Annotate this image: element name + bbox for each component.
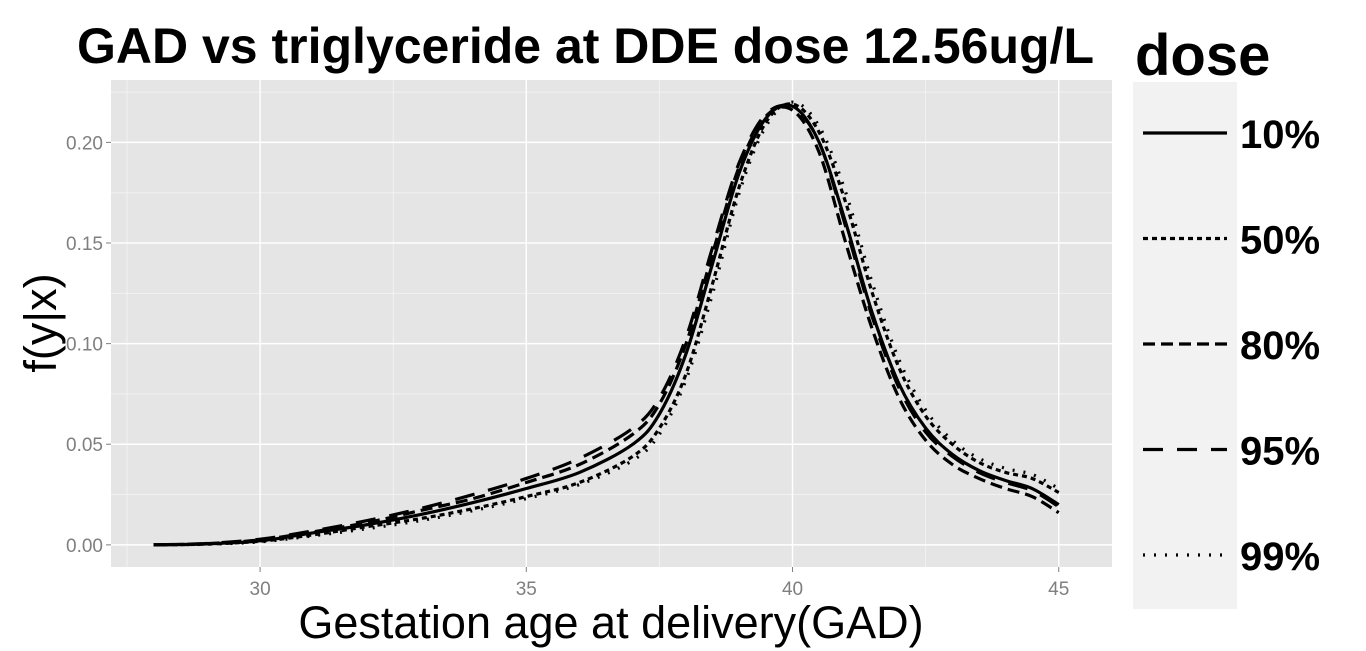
x-tick-label: 40 <box>782 579 803 600</box>
plot-panel <box>111 80 1112 567</box>
y-tick-label: 0.05 <box>66 435 103 456</box>
legend-entries: 10% 50% 80% 95% 99% <box>1143 113 1320 579</box>
x-tick-label: 45 <box>1048 579 1069 600</box>
major-gridlines <box>111 80 1112 567</box>
legend-label-3: 80% <box>1240 324 1320 368</box>
x-tick-label: 35 <box>516 579 537 600</box>
series-line-2 <box>153 102 1060 547</box>
y-tick-label: 0.15 <box>66 234 103 255</box>
y-tick-label: 0.20 <box>66 133 103 154</box>
y-axis-ticks: 0.00 0.05 0.10 0.15 0.20 <box>66 133 111 557</box>
series-line-1 <box>153 103 1060 547</box>
chart-title: GAD vs triglyceride at DDE dose 12.56ug/… <box>77 18 1094 74</box>
minor-gridlines <box>111 80 1112 567</box>
legend-label-5: 99% <box>1240 535 1320 579</box>
legend-label-1: 10% <box>1240 113 1320 157</box>
legend-title: dose <box>1135 23 1270 88</box>
series-line-3 <box>153 105 1060 547</box>
x-tick-label: 30 <box>250 579 271 600</box>
legend: dose 10% 50% 80% 95% 99% <box>1133 23 1320 609</box>
y-axis-title: f(y|x) <box>15 273 66 372</box>
y-tick-label: 0.00 <box>66 536 103 557</box>
y-tick-label: 0.10 <box>66 335 103 356</box>
legend-label-4: 95% <box>1240 430 1320 474</box>
series-lines <box>153 100 1060 547</box>
series-line-4 <box>153 104 1060 547</box>
x-axis-ticks: 30 35 40 45 <box>250 567 1069 600</box>
x-axis-title: Gestation age at delivery(GAD) <box>298 597 923 648</box>
legend-label-2: 50% <box>1240 219 1320 263</box>
